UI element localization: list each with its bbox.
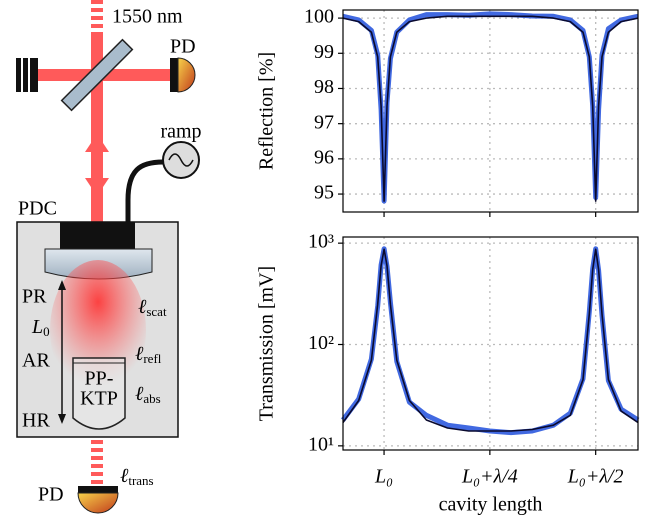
label: ℓabs [135, 383, 161, 406]
setup-diagram: 1550 nm PD ramp PDC PR L0 AR HR PP- KTP … [16, 0, 202, 514]
label: 1550 nm [112, 6, 183, 28]
label: L0 [31, 316, 50, 339]
label: PD [170, 36, 196, 58]
beam-splitter [60, 38, 134, 112]
label: PP- [85, 368, 114, 390]
cable [125, 159, 164, 224]
arrow [85, 134, 109, 152]
crystal [72, 357, 126, 430]
y-tick-label: 10¹ [308, 433, 334, 455]
label: KTP [80, 388, 118, 410]
label: PR [22, 286, 47, 308]
y-axis-label: Transmission [mV] [256, 266, 278, 421]
x-axis-label: cavity length [439, 494, 543, 516]
arrowhead [58, 280, 66, 290]
photodiode [177, 57, 196, 93]
y-tick-label: 100 [304, 6, 334, 28]
y-tick-label: 95 [314, 182, 334, 204]
y-tick-label: 99 [314, 41, 334, 63]
photodiode [77, 492, 119, 514]
x-tick-label: L₀+λ/4 [461, 466, 518, 488]
label: ramp [160, 121, 201, 143]
plot-frame [342, 236, 639, 451]
mirror [16, 58, 38, 92]
label: AR [22, 350, 50, 372]
arrowhead [58, 414, 66, 424]
x-tick-label: L₀ [374, 466, 393, 488]
label: ℓscat [138, 296, 167, 319]
piezo [60, 222, 135, 249]
y-axis-label: Reflection [%] [256, 52, 278, 170]
y-tick-label: 10³ [308, 231, 334, 253]
plot-frame [342, 9, 639, 213]
arrow [85, 178, 109, 196]
detector-mount [78, 486, 118, 493]
label: ℓtrans [120, 465, 154, 488]
x-tick-label: L₀+λ/2 [567, 466, 624, 488]
label: ℓrefl [135, 343, 162, 366]
ramp-icon [168, 153, 194, 167]
detector-mount [170, 58, 178, 92]
label: PD [38, 484, 64, 506]
y-tick-label: 98 [314, 76, 334, 98]
y-tick-label: 10² [308, 332, 334, 354]
fit-line [342, 248, 639, 432]
label: PDC [18, 198, 57, 220]
y-tick-label: 97 [314, 111, 334, 133]
label: HR [22, 410, 50, 432]
y-tick-label: 96 [314, 146, 334, 168]
fit-line [342, 15, 639, 202]
